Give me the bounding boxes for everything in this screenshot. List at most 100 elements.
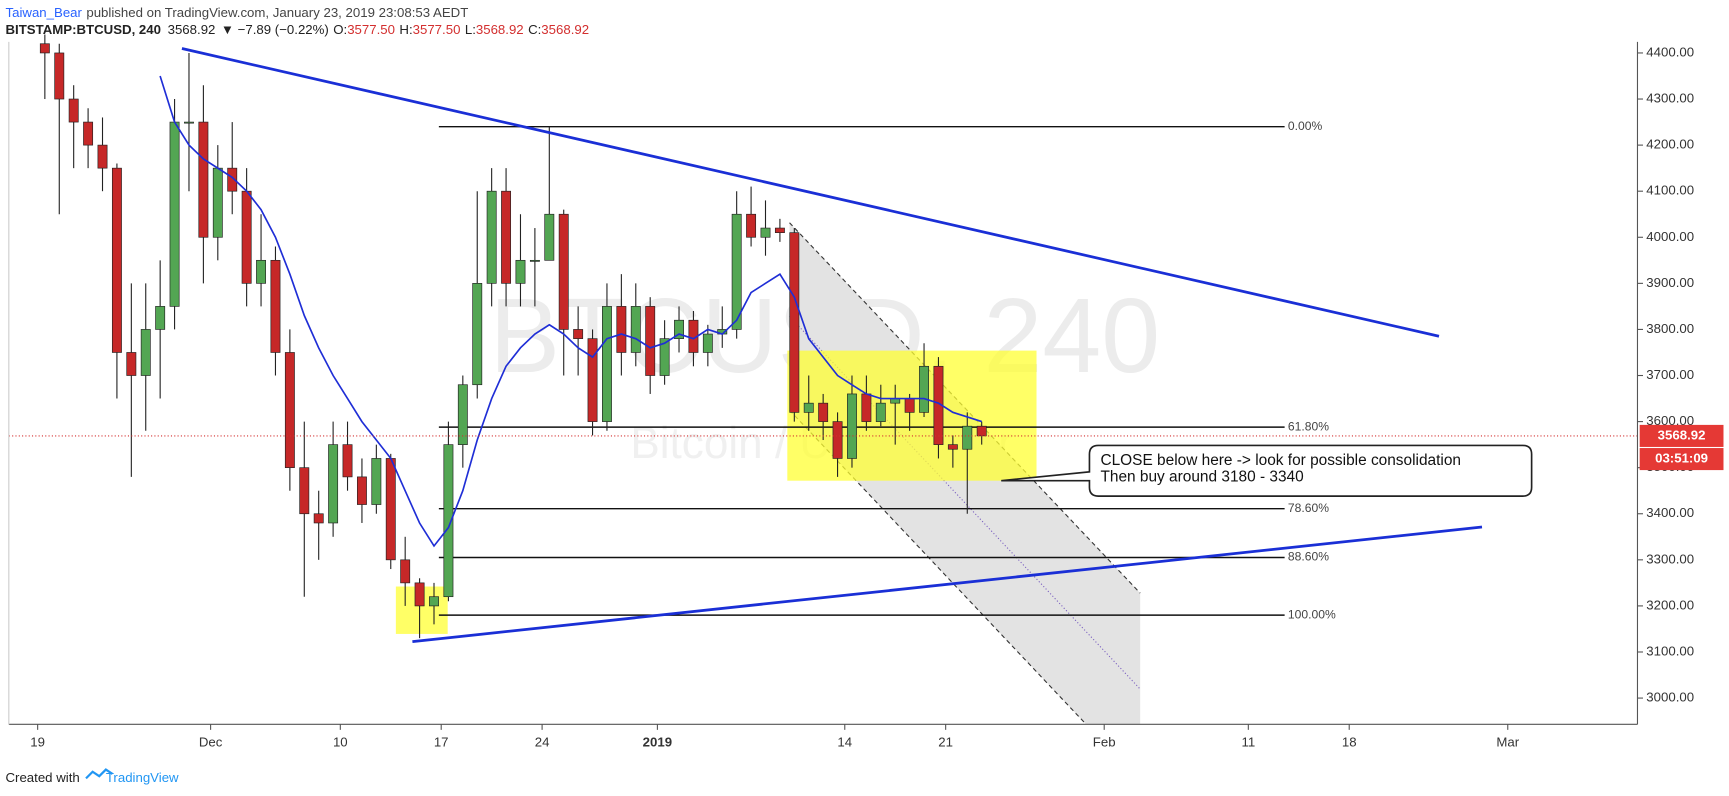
candle-body bbox=[400, 559, 411, 584]
candle-body bbox=[803, 402, 814, 413]
fib-label: 78.60% bbox=[1288, 501, 1329, 515]
candle-body bbox=[702, 333, 713, 353]
low: 3568.92 bbox=[476, 21, 524, 36]
candle-body bbox=[515, 259, 526, 284]
candle-body bbox=[746, 213, 757, 238]
y-tick-label: 3100.00 bbox=[1646, 643, 1694, 658]
open-label: O: bbox=[333, 21, 347, 36]
candle-body bbox=[774, 227, 785, 233]
candle-body bbox=[529, 259, 540, 262]
y-tick-label: 3400.00 bbox=[1646, 505, 1694, 520]
candle-body bbox=[789, 232, 800, 413]
candle-body bbox=[97, 144, 108, 169]
candle-body bbox=[140, 329, 151, 376]
candle-body bbox=[313, 513, 324, 524]
candle-body bbox=[212, 167, 223, 238]
candle-body bbox=[83, 121, 94, 146]
candle-body bbox=[443, 444, 454, 598]
publish-line: Taiwan_Bear published on TradingView.com,… bbox=[6, 5, 469, 20]
candle-body bbox=[558, 213, 569, 330]
candle-body bbox=[256, 259, 266, 284]
callout bbox=[1001, 444, 1533, 497]
trendline-lower bbox=[412, 525, 1483, 644]
x-tick-label: Mar bbox=[1496, 735, 1519, 750]
price: 3568.92 bbox=[168, 21, 216, 36]
x-tick-label: 24 bbox=[535, 735, 550, 750]
footer-brand[interactable]: TradingView bbox=[106, 770, 179, 785]
x-tick-label: 10 bbox=[333, 735, 348, 750]
candle-body bbox=[270, 259, 281, 353]
close-label: C: bbox=[528, 21, 541, 36]
candle-body bbox=[198, 121, 209, 238]
candle-body bbox=[616, 306, 627, 353]
x-tick-label: Feb bbox=[1093, 735, 1116, 750]
candle-body bbox=[472, 283, 483, 386]
highlight-box bbox=[787, 350, 1037, 481]
x-tick-label: 14 bbox=[837, 735, 852, 750]
x-tick-label: 21 bbox=[938, 735, 953, 750]
x-tick-label: Dec bbox=[199, 735, 223, 750]
candle-body bbox=[284, 352, 295, 469]
high: 3577.50 bbox=[413, 21, 461, 36]
candle-body bbox=[947, 444, 958, 450]
y-tick-label: 3900.00 bbox=[1646, 275, 1694, 290]
symbol: BITSTAMP:BTCUSD, 240 bbox=[6, 21, 161, 36]
open: 3577.50 bbox=[347, 21, 395, 36]
last-price-box bbox=[1639, 424, 1724, 447]
candle-body bbox=[919, 365, 929, 413]
candle-body bbox=[184, 121, 194, 124]
close: 3568.92 bbox=[541, 21, 589, 36]
x-tick-label: 11 bbox=[1241, 735, 1255, 750]
candle-body bbox=[486, 190, 497, 284]
candle-body bbox=[674, 319, 684, 339]
footer-created: Created with bbox=[6, 770, 80, 785]
x-tick-label: 19 bbox=[30, 735, 45, 750]
high-label: H: bbox=[399, 21, 412, 36]
trendline-upper bbox=[181, 47, 1440, 338]
last-price-label: 3568.92 bbox=[1658, 427, 1706, 442]
fib-label: 61.80% bbox=[1288, 419, 1329, 433]
candle-body bbox=[126, 352, 137, 376]
candle-body bbox=[227, 167, 238, 192]
candle-body bbox=[155, 306, 166, 330]
candle-body bbox=[976, 425, 987, 437]
candle-body bbox=[371, 458, 382, 505]
y-tick-label: 4100.00 bbox=[1646, 183, 1694, 198]
candle-body bbox=[68, 98, 79, 123]
change: ▼ −7.89 (−0.22%) bbox=[221, 21, 329, 36]
callout-text: CLOSE below here -> look for possible co… bbox=[1100, 452, 1461, 469]
x-tick-label: 17 bbox=[434, 735, 449, 750]
candle-body bbox=[299, 467, 310, 515]
candle-body bbox=[904, 398, 915, 413]
candle-body bbox=[342, 444, 353, 478]
candle-body bbox=[847, 393, 857, 459]
brand-logo bbox=[85, 768, 114, 780]
candle-body bbox=[501, 190, 512, 284]
x-tick-label: 2019 bbox=[643, 735, 672, 750]
candle-body bbox=[630, 306, 641, 353]
candle-body bbox=[429, 596, 439, 607]
callout-text: Then buy around 3180 - 3340 bbox=[1100, 468, 1303, 485]
candle-body bbox=[457, 384, 468, 445]
candle-body bbox=[760, 227, 771, 238]
y-tick-label: 3800.00 bbox=[1646, 321, 1694, 336]
y-tick-label: 4200.00 bbox=[1646, 137, 1694, 152]
y-tick-label: 3600.00 bbox=[1646, 413, 1694, 428]
published: published on TradingView.com, January 23… bbox=[86, 5, 468, 20]
candle-body bbox=[587, 338, 598, 422]
candle-body bbox=[54, 52, 65, 100]
x-tick-label: 18 bbox=[1342, 735, 1357, 750]
y-tick-label: 3700.00 bbox=[1646, 367, 1694, 382]
candle-body bbox=[241, 190, 252, 284]
symbol-line: BITSTAMP:BTCUSD, 240 3568.92 ▼ −7.89 (−0.2… bbox=[6, 21, 590, 36]
candle-body bbox=[39, 43, 50, 54]
y-tick-label: 3200.00 bbox=[1646, 597, 1694, 612]
candle-body bbox=[328, 444, 339, 524]
candle-body bbox=[602, 306, 612, 422]
countdown-box bbox=[1639, 448, 1724, 471]
candle-body bbox=[544, 213, 555, 261]
candle-body bbox=[659, 338, 670, 376]
y-tick-label: 4400.00 bbox=[1646, 44, 1694, 59]
